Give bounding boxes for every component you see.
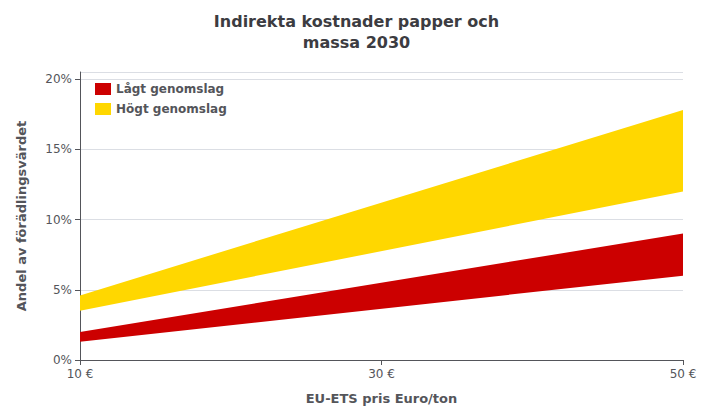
svg-text:10%: 10% [45, 213, 72, 227]
svg-text:30 €: 30 € [368, 367, 395, 381]
svg-text:15%: 15% [45, 142, 72, 156]
svg-text:Lågt genomslag: Lågt genomslag [116, 82, 224, 96]
svg-text:Andel av förädlingsvärdet: Andel av förädlingsvärdet [14, 121, 29, 311]
svg-text:0%: 0% [53, 353, 72, 367]
svg-text:50 €: 50 € [670, 367, 697, 381]
svg-text:Högt genomslag: Högt genomslag [116, 102, 227, 116]
svg-text:10 €: 10 € [67, 367, 94, 381]
svg-text:EU-ETS pris Euro/ton: EU-ETS pris Euro/ton [306, 391, 458, 406]
svg-text:massa 2030: massa 2030 [303, 33, 410, 52]
svg-text:5%: 5% [53, 283, 72, 297]
svg-text:Indirekta kostnader papper och: Indirekta kostnader papper och [214, 12, 499, 31]
svg-text:20%: 20% [45, 72, 72, 86]
